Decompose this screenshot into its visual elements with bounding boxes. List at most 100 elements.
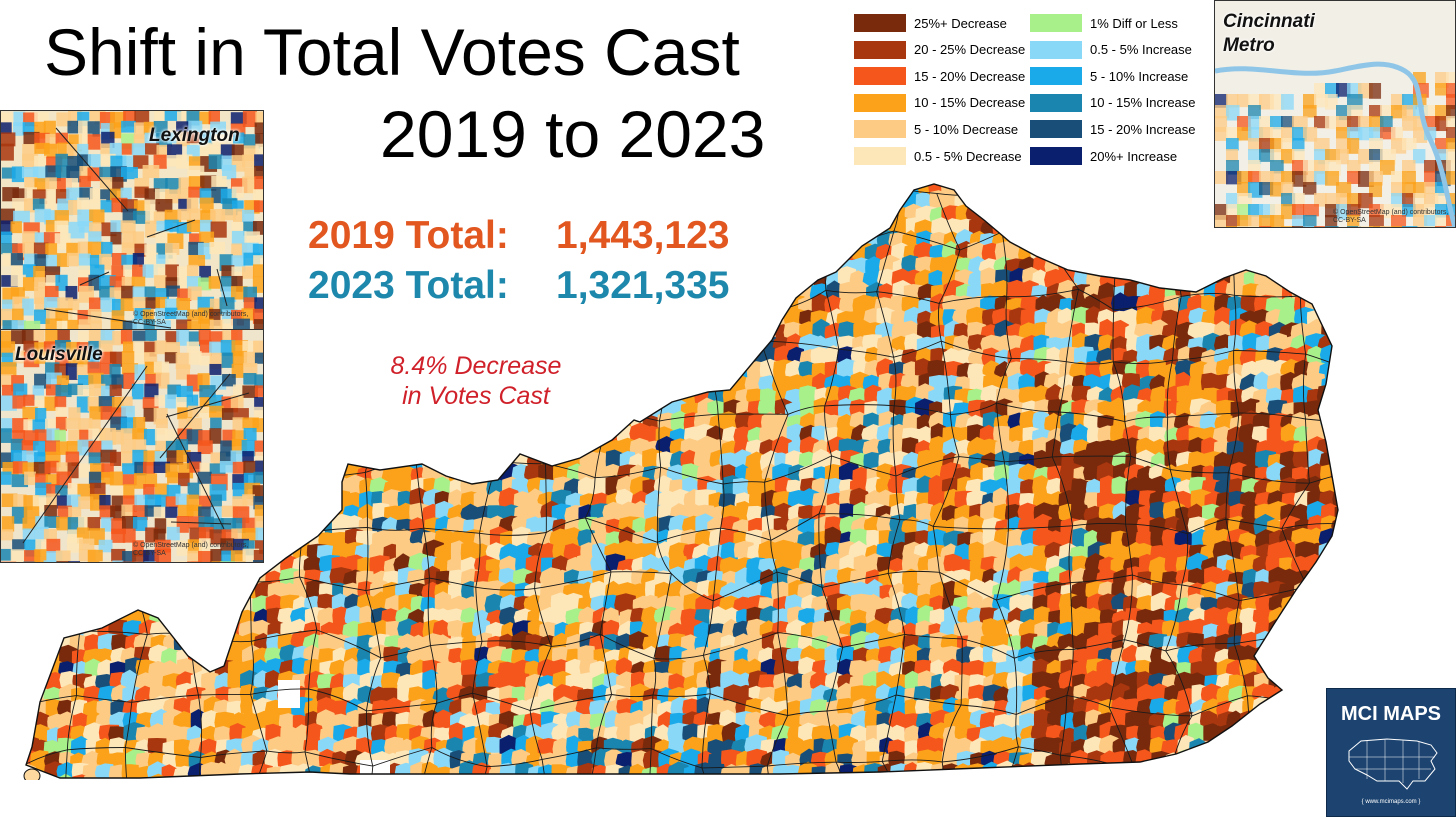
precinct-cell — [1125, 255, 1145, 277]
precinct-cell — [643, 241, 662, 260]
precinct-cell — [291, 334, 311, 357]
precinct-cell — [629, 214, 647, 239]
precinct-cell — [26, 504, 41, 523]
precinct-cell — [150, 232, 172, 250]
precinct-cell — [785, 216, 803, 238]
precinct-cell — [875, 190, 898, 214]
precinct-cell — [253, 517, 277, 540]
precinct-cell — [33, 243, 51, 266]
precinct-cell — [394, 217, 417, 236]
precinct-cell — [800, 257, 818, 277]
precinct-cell — [213, 530, 235, 551]
precinct-cell — [199, 295, 221, 317]
precinct-cell — [537, 184, 559, 200]
precinct-cell — [177, 276, 189, 292]
precinct-cell — [33, 463, 53, 487]
precinct-cell — [354, 399, 372, 419]
precinct-cell — [266, 515, 287, 541]
precinct-cell — [1346, 555, 1350, 575]
precinct-cell — [241, 242, 263, 262]
precinct-cell — [1358, 116, 1372, 129]
precinct-cell — [913, 241, 933, 262]
precinct-cell — [174, 528, 197, 553]
precinct-cell — [837, 190, 860, 213]
precinct-cell — [154, 483, 169, 498]
precinct-cell — [252, 530, 275, 552]
precinct-cell — [77, 143, 89, 156]
precinct-cell — [447, 361, 467, 381]
precinct-cell — [281, 385, 304, 408]
precinct-cell — [45, 353, 60, 365]
precinct-cell — [293, 362, 310, 381]
precinct-cell — [1346, 258, 1351, 277]
precinct-cell — [421, 308, 440, 332]
precinct-cell — [485, 184, 510, 201]
precinct-cell — [354, 206, 378, 225]
precinct-cell — [682, 358, 703, 379]
precinct-cell — [553, 204, 573, 226]
precinct-cell — [132, 296, 148, 308]
precinct-cell — [135, 227, 155, 252]
precinct-cell — [109, 345, 131, 370]
precinct-cell — [22, 122, 35, 135]
precinct-cell — [1201, 216, 1219, 238]
precinct-cell — [693, 372, 716, 390]
precinct-cell — [148, 295, 171, 316]
precinct-cell — [136, 376, 160, 397]
precinct-cell — [202, 398, 220, 423]
precinct-cell — [135, 362, 157, 384]
precinct-cell — [1, 112, 13, 129]
precinct-cell — [81, 184, 102, 198]
precinct-cell — [488, 349, 507, 369]
precinct-cell — [120, 330, 133, 344]
precinct-cell — [1, 167, 16, 179]
precinct-cell — [32, 205, 54, 229]
precinct-cell — [708, 334, 730, 353]
precinct-cell — [565, 257, 585, 277]
precinct-cell — [176, 244, 197, 265]
precinct-cell — [144, 286, 156, 301]
precinct-cell — [57, 581, 82, 600]
precinct-cell — [801, 216, 820, 239]
precinct-cell — [877, 204, 898, 222]
precinct-cell — [707, 191, 726, 216]
precinct-cell — [628, 258, 649, 280]
precinct-cell — [162, 190, 185, 214]
precinct-cell — [835, 219, 856, 239]
precinct-cell — [1098, 184, 1121, 196]
precinct-cell — [631, 362, 649, 384]
precinct-cell — [603, 306, 624, 328]
precinct-cells — [26, 184, 1351, 778]
precinct-cell — [189, 228, 208, 247]
precinct-cell — [523, 184, 545, 199]
precinct-cell — [655, 216, 676, 241]
precinct-cell — [44, 440, 68, 463]
precinct-cell — [243, 427, 257, 441]
precinct-cell — [1345, 372, 1350, 397]
precinct-cell — [100, 153, 116, 166]
precinct-cell — [57, 528, 78, 547]
precinct-cell — [95, 230, 115, 251]
precinct-cell — [291, 184, 314, 199]
precinct-cell — [1292, 226, 1306, 227]
precinct-cell — [733, 309, 752, 329]
precinct-cell — [243, 297, 256, 310]
precinct-cell — [253, 406, 263, 424]
precinct-cell — [551, 320, 570, 340]
precinct-cell — [30, 541, 49, 565]
precinct-cell — [292, 437, 314, 461]
precinct-cell — [1175, 202, 1195, 227]
precinct-cell — [1188, 259, 1210, 281]
precinct-cell — [237, 191, 256, 212]
precinct-cell — [277, 411, 297, 429]
precinct-cell — [1303, 204, 1319, 217]
precinct-cell — [155, 440, 167, 458]
precinct-cell — [33, 568, 54, 587]
inset-cincinnati-label-line-2: Metro — [1223, 35, 1275, 56]
precinct-cell — [292, 374, 311, 397]
precinct-cell — [1226, 204, 1240, 218]
precinct-cell — [33, 265, 46, 282]
precinct-cell — [186, 622, 205, 640]
precinct-cell — [1446, 226, 1455, 227]
precinct-cell — [1266, 232, 1286, 250]
